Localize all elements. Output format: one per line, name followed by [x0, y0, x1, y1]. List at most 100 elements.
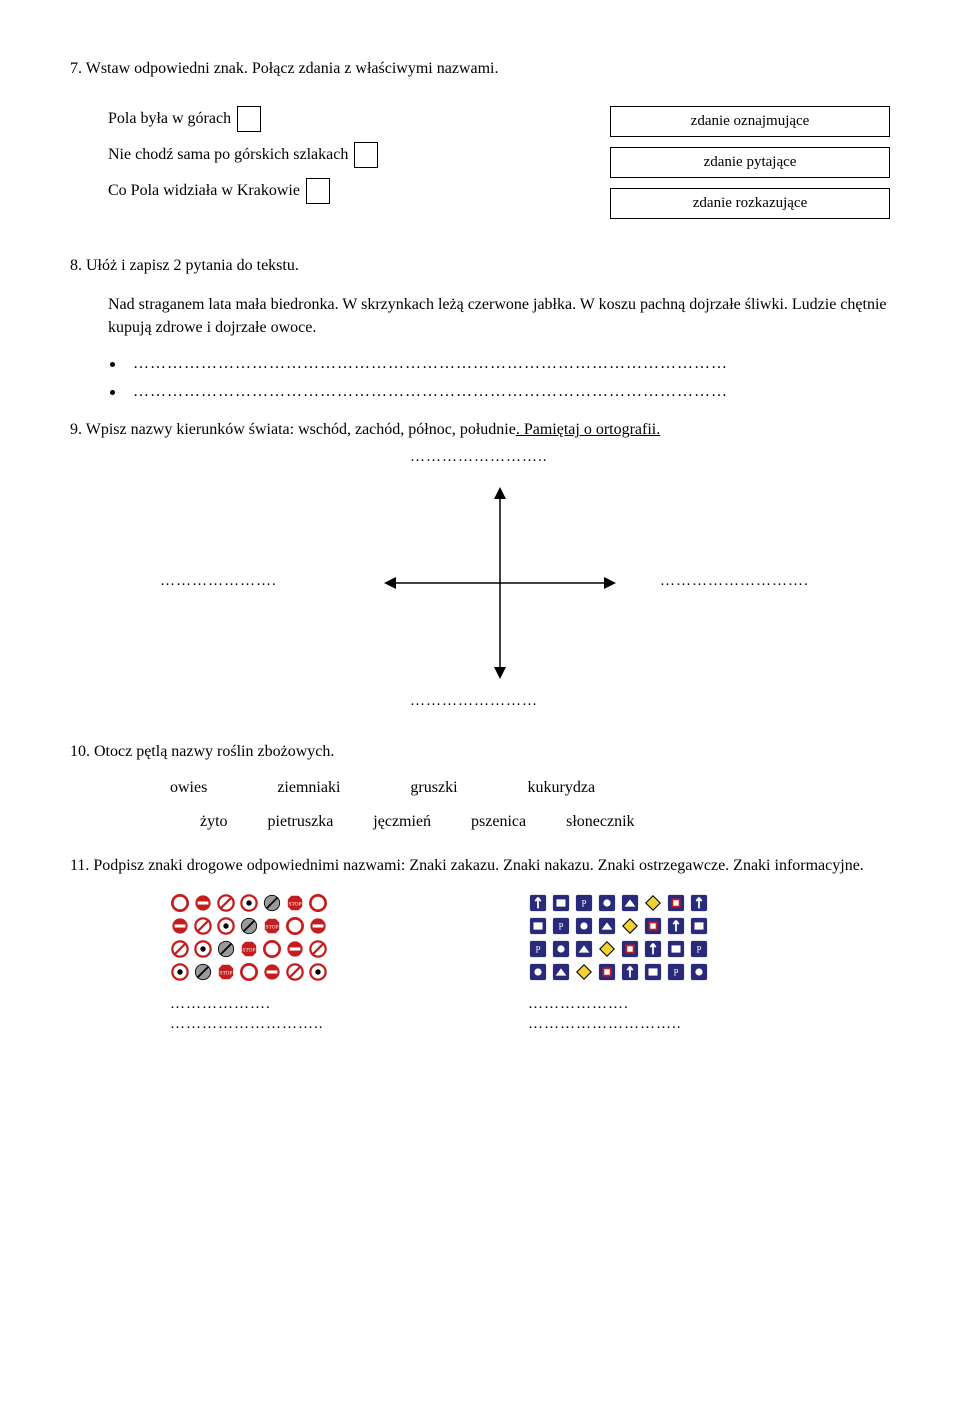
prohibition-sign-icon [216, 893, 236, 913]
fill-right-1: ………………. [528, 996, 709, 1013]
task7-block: Pola była w górach Nie chodź sama po gór… [70, 96, 890, 229]
info-sign-icon [620, 893, 640, 913]
prohibition-sign-icon [285, 939, 305, 959]
word-owies[interactable]: owies [170, 779, 207, 797]
prohibition-sign-icon [308, 939, 328, 959]
info-sign-icon [643, 962, 663, 982]
blank-east[interactable]: ………………………. [660, 573, 809, 590]
info-sign-icon [597, 962, 617, 982]
label-interrogative: zdanie pytające [610, 147, 890, 178]
info-sign-icon [620, 916, 640, 936]
prohibition-sign-icon: STOP [285, 893, 305, 913]
prohibition-sign-icon [262, 939, 282, 959]
info-sign-icon: P [551, 916, 571, 936]
info-sign-icon [643, 916, 663, 936]
sentence-3-text: Co Pola widziała w Krakowie [108, 182, 300, 200]
fill-right-2: ……………………….. [528, 1016, 709, 1033]
task8-paragraph: Nad straganem lata mała biedronka. W skr… [70, 293, 890, 339]
info-sign-icon [620, 962, 640, 982]
punct-box-2[interactable] [354, 142, 378, 168]
punct-box-1[interactable] [237, 106, 261, 132]
task10-row2: żyto pietruszka jęczmień pszenica słonec… [70, 813, 890, 831]
fill-left-2: ……………………….. [170, 1016, 328, 1033]
bullet-dot-icon [110, 390, 115, 395]
prohibition-sign-icon [170, 916, 190, 936]
compass: …………………….. …………………. ………………………. …………………… [70, 443, 890, 723]
blank-west[interactable]: …………………. [160, 573, 277, 590]
task8-bullets: …………………………………………………………………………………………… …………… [70, 355, 890, 401]
word-zyto[interactable]: żyto [200, 813, 228, 831]
prohibition-sign-icon [308, 893, 328, 913]
prohibition-sign-icon [285, 962, 305, 982]
info-sign-icon [551, 962, 571, 982]
prohibition-sign-icon [239, 916, 259, 936]
svg-text:STOP: STOP [219, 971, 232, 977]
info-sign-icon [597, 893, 617, 913]
sign-group-left: STOP STOP STOP STOP ………………. ……………………….. [170, 893, 328, 1036]
svg-text:STOP: STOP [265, 925, 278, 931]
blank-south[interactable]: …………………… [410, 693, 538, 710]
label-declarative: zdanie oznajmujące [610, 106, 890, 137]
sentence-2: Nie chodź sama po górskich szlakach [108, 142, 550, 168]
fill-left[interactable]: ………………. ……………………….. [170, 996, 328, 1033]
bullet-dot-icon [110, 362, 115, 367]
fill-line-2: …………………………………………………………………………………………… [133, 383, 728, 401]
bullet-line-2[interactable]: …………………………………………………………………………………………… [70, 383, 890, 401]
task8-title: 8. Ułóż i zapisz 2 pytania do tekstu. [70, 257, 890, 275]
punct-box-3[interactable] [306, 178, 330, 204]
prohibition-sign-icon [170, 893, 190, 913]
info-sign-icon: P [666, 962, 686, 982]
task10-row1: owies ziemniaki gruszki kukurydza [70, 779, 890, 797]
word-slonecznik[interactable]: słonecznik [566, 813, 634, 831]
word-gruszki[interactable]: gruszki [410, 779, 457, 797]
label-imperative: zdanie rozkazujące [610, 188, 890, 219]
task11-title: 11. Podpisz znaki drogowe odpowiednimi n… [70, 857, 890, 875]
info-sign-icon [666, 916, 686, 936]
info-sign-icon [574, 962, 594, 982]
prohibition-sign-icon [216, 916, 236, 936]
prohibition-sign-icon: STOP [216, 962, 236, 982]
prohibition-sign-icon [193, 939, 213, 959]
svg-text:P: P [696, 945, 701, 955]
svg-text:STOP: STOP [288, 902, 301, 908]
prohibition-sign-icon [193, 916, 213, 936]
prohibition-sign-icon [239, 893, 259, 913]
sentence-3: Co Pola widziała w Krakowie [108, 178, 550, 204]
bullet-line-1[interactable]: …………………………………………………………………………………………… [70, 355, 890, 373]
prohibition-sign-icon [170, 962, 190, 982]
info-sign-icon [689, 962, 709, 982]
sign-group-right: PPPPP ………………. ……………………….. [528, 893, 709, 1036]
info-sign-icon [666, 939, 686, 959]
prohibition-sign-icon [193, 893, 213, 913]
info-sign-icon [528, 962, 548, 982]
word-ziemniaki[interactable]: ziemniaki [277, 779, 340, 797]
prohibition-sign-icon [216, 939, 236, 959]
prohibition-sign-icon: STOP [262, 916, 282, 936]
prohibition-sign-icon: STOP [239, 939, 259, 959]
blank-north[interactable]: …………………….. [410, 449, 548, 466]
word-pszenica[interactable]: pszenica [471, 813, 526, 831]
prohibition-sign-icon [193, 962, 213, 982]
info-sign-icon: P [689, 939, 709, 959]
prohibition-sign-icon [308, 962, 328, 982]
info-sign-icon [597, 916, 617, 936]
word-jeczmien[interactable]: jęczmień [373, 813, 431, 831]
blue-signs-grid: PPPPP [528, 893, 709, 982]
info-sign-icon [666, 893, 686, 913]
word-kukurydza[interactable]: kukurydza [528, 779, 596, 797]
prohibition-sign-icon [285, 916, 305, 936]
prohibition-sign-icon [170, 939, 190, 959]
fill-right[interactable]: ………………. ……………………….. [528, 996, 709, 1033]
sentence-2-text: Nie chodź sama po górskich szlakach [108, 146, 348, 164]
fill-left-1: ………………. [170, 996, 328, 1013]
task9-title-a: 9. Wpisz nazwy kierunków świata: wschód,… [70, 421, 516, 438]
sentence-1-text: Pola była w górach [108, 110, 231, 128]
svg-text:STOP: STOP [242, 948, 255, 954]
svg-text:P: P [535, 945, 540, 955]
info-sign-icon: P [574, 893, 594, 913]
task7-title: 7. Wstaw odpowiedni znak. Połącz zdania … [70, 60, 890, 78]
red-signs-grid: STOP STOP STOP STOP [170, 893, 328, 982]
prohibition-sign-icon [262, 893, 282, 913]
word-pietruszka[interactable]: pietruszka [268, 813, 334, 831]
task7-labels: zdanie oznajmujące zdanie pytające zdani… [610, 96, 890, 229]
